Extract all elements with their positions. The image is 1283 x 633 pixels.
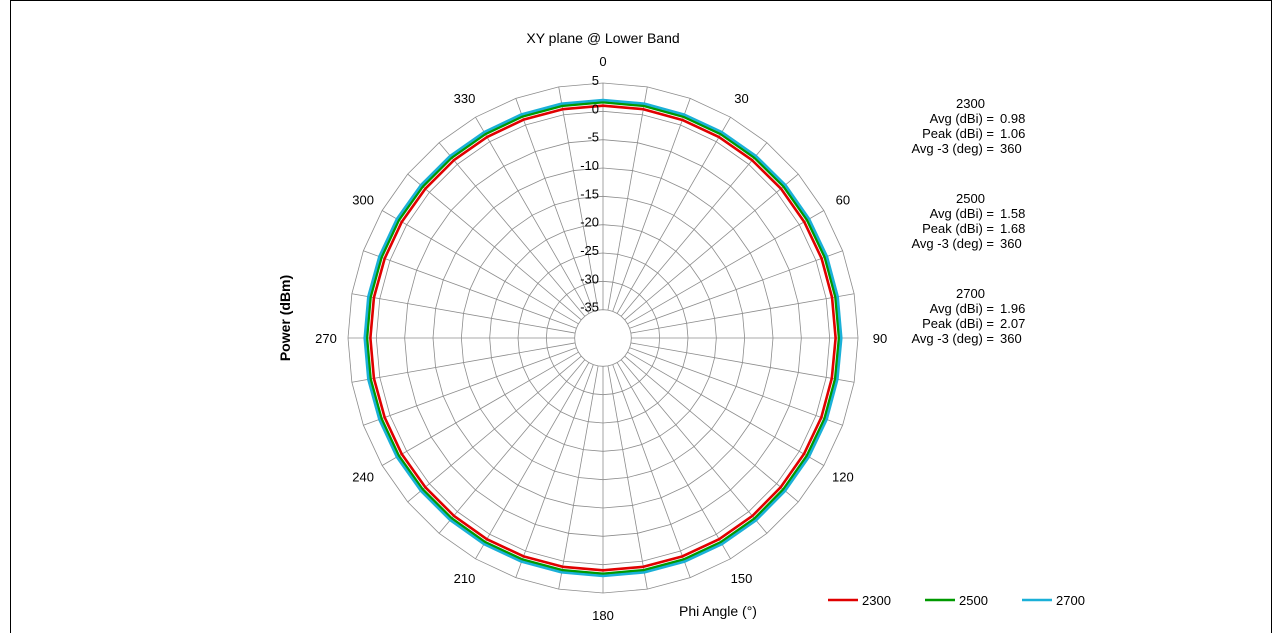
avg-label: Avg (dBi) = [929, 301, 994, 316]
grid-spoke [616, 362, 731, 560]
stats-freq: 2300 [956, 96, 985, 111]
angle-tick-label: 270 [315, 331, 337, 346]
grid-spoke [620, 359, 768, 534]
angle-tick-label: 120 [832, 470, 854, 485]
avg-value: 0.98 [1000, 111, 1026, 126]
stats-block-2300: 2300 Avg (dBi) = 0.98 Peak (dBi) = 1.06 Av… [896, 96, 1040, 156]
grid-spoke [475, 116, 590, 314]
legend-label-2500: 2500 [959, 593, 988, 608]
peak-label: Peak (dBi) = [922, 126, 994, 141]
grid-spoke [407, 355, 582, 503]
grid-spoke [616, 116, 731, 314]
radial-tick-label: -20 [580, 215, 599, 230]
grid-spoke [612, 98, 691, 312]
grid-spoke [629, 250, 843, 329]
radial-tick-label: -10 [580, 158, 599, 173]
grid-spoke [438, 142, 586, 317]
grid-spoke [627, 210, 825, 325]
grid-spoke [558, 365, 599, 590]
peak-label: Peak (dBi) = [922, 316, 994, 331]
grid-spoke [363, 250, 577, 329]
avg-value: 1.58 [1000, 206, 1026, 221]
grid-spoke [438, 359, 586, 534]
chart-title: XY plane @ Lower Band [526, 30, 679, 46]
grid-spoke [351, 293, 576, 334]
angle-tick-label: 90 [873, 331, 887, 346]
bw-label: Avg -3 (deg) = [911, 141, 994, 156]
series-line-2300 [369, 104, 837, 572]
grid-spoke [558, 86, 599, 311]
grid-spoke [624, 173, 799, 321]
avg-label: Avg (dBi) = [929, 206, 994, 221]
angle-tick-label: 0 [599, 54, 606, 69]
stats-freq: 2700 [956, 286, 985, 301]
radial-tick-label: -30 [580, 271, 599, 286]
grid-spoke [515, 364, 594, 578]
chart-frame [10, 0, 1272, 633]
peak-value: 2.07 [1000, 316, 1026, 331]
grid-spoke [630, 342, 855, 383]
peak-value: 1.68 [1000, 221, 1026, 236]
avg-label: Avg (dBi) = [929, 111, 994, 126]
grid-ring [574, 309, 632, 367]
angle-tick-label: 180 [592, 608, 614, 623]
peak-label: Peak (dBi) = [922, 221, 994, 236]
grid-spoke [475, 362, 590, 560]
angle-tick-label: 210 [454, 571, 476, 586]
grid-spoke [351, 342, 576, 383]
legend-label-2700: 2700 [1056, 593, 1085, 608]
polar-grid [347, 82, 859, 594]
angle-tick-label: 330 [454, 91, 476, 106]
grid-spoke [515, 98, 594, 312]
angle-tick-label: 60 [836, 193, 850, 208]
label-group: 50-5-10-15-20-25-30-35030609012015018021… [315, 54, 887, 623]
grid-spoke [627, 351, 825, 466]
series-line-2500 [365, 100, 841, 576]
series-group [363, 98, 843, 578]
bw-label: Avg -3 (deg) = [911, 236, 994, 251]
radial-tick-label: -5 [587, 130, 599, 145]
y-axis-label: Power (dBm) [277, 275, 293, 361]
peak-value: 1.06 [1000, 126, 1026, 141]
grid-spoke [620, 142, 768, 317]
grid-spoke [630, 293, 855, 334]
angle-tick-label: 240 [352, 470, 374, 485]
legend-label-2300: 2300 [862, 593, 891, 608]
bw-value: 360 [1000, 141, 1022, 156]
angle-tick-label: 30 [734, 91, 748, 106]
grid-spoke [624, 355, 799, 503]
radial-tick-label: 0 [592, 101, 599, 116]
bw-label: Avg -3 (deg) = [911, 331, 994, 346]
grid-spoke [607, 365, 648, 590]
grid-spoke [629, 347, 843, 426]
series-line-2700 [363, 98, 843, 578]
grid-spoke [612, 364, 691, 578]
legend: 2300 2500 2700 [828, 593, 1085, 608]
stats-block-2500: 2500 Avg (dBi) = 1.58 Peak (dBi) = 1.68 Av… [896, 191, 1040, 251]
radial-tick-label: -25 [580, 243, 599, 258]
bw-value: 360 [1000, 331, 1022, 346]
stats-block-2700: 2700 Avg (dBi) = 1.96 Peak (dBi) = 2.07 Av… [896, 286, 1040, 346]
angle-tick-label: 150 [731, 571, 753, 586]
grid-spoke [363, 347, 577, 426]
grid-spoke [407, 173, 582, 321]
avg-value: 1.96 [1000, 301, 1026, 316]
x-axis-label: Phi Angle (°) [679, 603, 757, 619]
angle-tick-label: 300 [352, 193, 374, 208]
grid-spoke [381, 210, 579, 325]
radial-tick-label: -35 [580, 300, 599, 315]
radial-tick-label: 5 [592, 73, 599, 88]
radial-tick-label: -15 [580, 186, 599, 201]
stats-freq: 2500 [956, 191, 985, 206]
bw-value: 360 [1000, 236, 1022, 251]
grid-spoke [607, 86, 648, 311]
grid-spoke [381, 351, 579, 466]
